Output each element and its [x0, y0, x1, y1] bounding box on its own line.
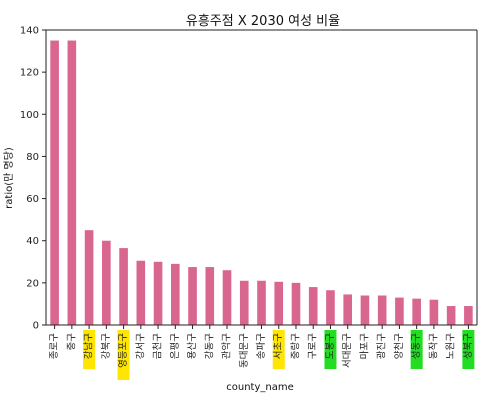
x-tick-label: 구로구 — [308, 333, 319, 359]
y-tick-label: 60 — [26, 194, 39, 205]
bar — [205, 267, 215, 325]
y-tick-label: 100 — [20, 110, 39, 121]
bar — [188, 267, 197, 325]
x-tick-label: 관악구 — [221, 333, 233, 359]
x-tick-label: 성동구 — [411, 333, 422, 359]
y-tick-label: 0 — [33, 321, 39, 332]
marker-highlight — [410, 330, 423, 369]
bar — [377, 295, 387, 325]
bar — [136, 260, 146, 325]
marker-highlight — [462, 330, 475, 369]
y-tick-label: 120 — [20, 68, 39, 79]
bars-layer — [50, 40, 473, 326]
bar — [429, 299, 439, 325]
x-tick-label: 금천구 — [153, 333, 164, 359]
x-tick-label: 마포구 — [359, 333, 370, 359]
bar — [360, 295, 370, 325]
bar — [274, 281, 284, 325]
y-tick-label: 40 — [26, 236, 39, 247]
x-tick-label: 강남구 — [84, 333, 95, 359]
bar — [102, 240, 111, 325]
bar — [412, 298, 421, 325]
x-tick-label: 강서구 — [135, 333, 146, 359]
bar — [326, 290, 335, 325]
x-tick-label: 서대문구 — [342, 333, 353, 368]
y-axis-label: ratio(만 명당) — [3, 147, 15, 209]
marker-highlight — [83, 330, 96, 369]
bar — [84, 230, 94, 325]
bar — [257, 280, 266, 325]
bar — [170, 263, 180, 325]
marker-highlight — [324, 330, 337, 369]
bar — [395, 297, 404, 325]
x-tick-label: 도봉구 — [325, 333, 336, 359]
x-tick-label: 은평구 — [170, 333, 181, 359]
x-tick-label: 동대문구 — [239, 333, 250, 368]
x-tick-label: 종로구 — [49, 333, 60, 359]
chart-title: 유흥주점 X 2030 여성 비율 — [186, 14, 340, 29]
y-tick-label: 80 — [26, 152, 39, 163]
bar — [222, 270, 232, 325]
bar — [239, 280, 249, 325]
highlight-layer — [83, 330, 475, 380]
x-tick-label: 강동구 — [204, 333, 215, 359]
bar — [67, 40, 77, 326]
bar — [308, 287, 318, 325]
x-tick-label: 송파구 — [256, 333, 267, 359]
x-axis: 종로구 중구 강남구 강북구 영등포구 강서구 금천구 은평구 용산구 강동구 관악구 동대문구 송파구… — [49, 325, 474, 368]
bar — [119, 248, 128, 325]
x-axis-label: county_name — [226, 382, 294, 393]
y-tick-label: 140 — [20, 26, 39, 37]
marker-highlight — [117, 330, 130, 380]
x-tick-label: 강북구 — [101, 333, 112, 359]
x-tick-label: 성북구 — [463, 333, 474, 359]
bar — [343, 294, 353, 325]
x-tick-label: 광진구 — [376, 333, 388, 359]
x-tick-label: 노원구 — [446, 333, 457, 359]
x-tick-label: 중구 — [66, 333, 77, 351]
x-tick-label: 양천구 — [394, 333, 405, 359]
x-tick-label: 동작구 — [428, 333, 439, 359]
bar — [464, 306, 473, 325]
bar — [50, 40, 59, 326]
marker-highlight — [272, 330, 285, 369]
bar — [446, 306, 456, 325]
bar — [291, 282, 301, 325]
x-tick-label: 용산구 — [187, 333, 198, 359]
x-tick-label: 서초구 — [273, 333, 284, 359]
x-tick-label: 영등포구 — [118, 333, 129, 368]
y-axis: 0 20 40 60 80 100 120 140 — [20, 26, 46, 332]
y-tick-label: 20 — [26, 278, 39, 289]
x-tick-label: 중랑구 — [289, 333, 301, 359]
bar — [153, 261, 163, 325]
